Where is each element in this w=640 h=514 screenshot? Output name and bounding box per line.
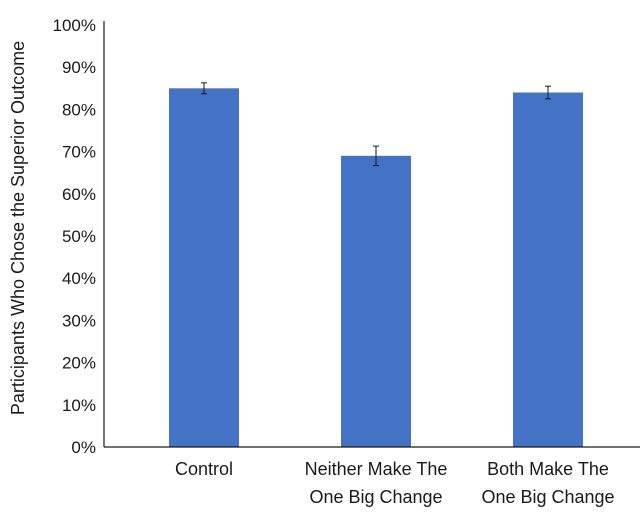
error-bars	[201, 82, 551, 167]
y-tick-label: 50%	[62, 227, 96, 246]
bar	[341, 155, 411, 447]
y-tick-label: 90%	[62, 58, 96, 77]
y-tick-label: 60%	[62, 185, 96, 204]
y-tick-label: 0%	[71, 438, 96, 457]
y-axis-ticks: 0% 10% 20% 30% 40% 50% 60% 70% 80% 90% 100%	[53, 16, 96, 457]
x-category-label: Control	[175, 459, 233, 479]
x-category-label: Neither Make The One Big Change	[305, 459, 448, 507]
y-tick-label: 100%	[53, 16, 96, 35]
y-tick-label: 10%	[62, 396, 96, 415]
y-axis-title: Participants Who Chose the Superior Outc…	[8, 41, 28, 415]
y-tick-label: 80%	[62, 100, 96, 119]
bar	[513, 92, 583, 448]
bar	[169, 88, 239, 448]
y-tick-label: 70%	[62, 143, 96, 162]
y-tick-label: 30%	[62, 311, 96, 330]
bars	[169, 88, 583, 448]
y-axis-title-group: Participants Who Chose the Superior Outc…	[8, 41, 28, 415]
axes	[103, 21, 640, 448]
y-tick-label: 40%	[62, 269, 96, 288]
y-tick-label: 20%	[62, 354, 96, 373]
x-axis-labels: Control Neither Make The One Big Change Bot…	[175, 459, 615, 507]
x-category-label: Both Make The One Big Change	[481, 459, 614, 507]
